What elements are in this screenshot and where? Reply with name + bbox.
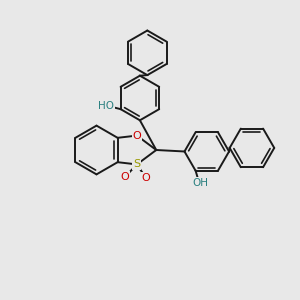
Text: OH: OH xyxy=(193,178,209,188)
Text: HO: HO xyxy=(98,100,114,111)
Text: O: O xyxy=(133,130,141,141)
Text: O: O xyxy=(142,173,150,183)
Text: S: S xyxy=(134,159,140,170)
Text: O: O xyxy=(121,172,129,182)
